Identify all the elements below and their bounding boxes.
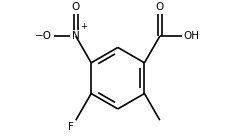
Text: OH: OH: [183, 31, 199, 41]
Text: F: F: [68, 122, 74, 132]
Text: +: +: [80, 22, 87, 31]
Text: O: O: [156, 2, 164, 12]
Text: −O: −O: [35, 31, 52, 41]
Text: N: N: [72, 31, 80, 41]
Text: O: O: [72, 2, 80, 12]
